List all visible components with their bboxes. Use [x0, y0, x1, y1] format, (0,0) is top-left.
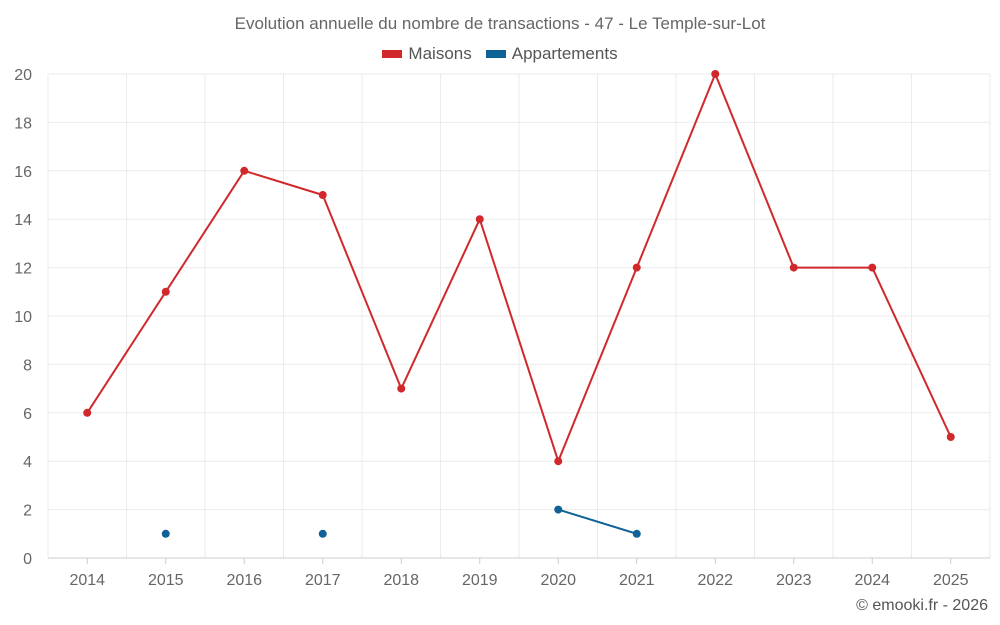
data-point-maisons-2017 [318, 191, 327, 199]
legend: Maisons Appartements [0, 44, 1000, 64]
data-point-maisons-2020 [554, 457, 563, 466]
x-tick-label-2024: 2024 [854, 572, 890, 589]
data-point-appartements-2015 [161, 529, 170, 538]
y-tick-label-12: 12 [14, 261, 32, 278]
x-tick-label-2019: 2019 [462, 572, 498, 589]
legend-item-appartements[interactable]: Appartements [485, 44, 618, 64]
x-tick-label-2017: 2017 [305, 572, 341, 589]
x-tick-label-2014: 2014 [69, 572, 105, 589]
series-line-maisons-2016 [243, 169, 324, 196]
x-tick-label-2018: 2018 [383, 572, 419, 589]
data-point-maisons-2024 [868, 263, 877, 272]
credit-text: © emooki.fr - 2026 [856, 597, 988, 614]
legend-swatch-appartements [485, 50, 506, 58]
data-point-appartements-2017 [318, 529, 327, 538]
data-point-maisons-2016 [240, 166, 249, 175]
series-line-maisons-2024 [871, 267, 952, 438]
legend-label-appartements: Appartements [511, 44, 618, 63]
data-point-appartements-2021 [632, 529, 641, 538]
data-point-maisons-2019 [475, 215, 484, 224]
x-tick-label-2016: 2016 [226, 572, 262, 589]
x-tick-label-2020: 2020 [540, 572, 576, 589]
x-tick-label-2025: 2025 [933, 572, 969, 589]
y-tick-label-10: 10 [14, 309, 32, 326]
legend-item-maisons[interactable]: Maisons [382, 44, 472, 64]
x-tick-label-2015: 2015 [148, 572, 184, 589]
data-point-maisons-2021 [632, 263, 641, 272]
series-line-appartements-2020 [557, 508, 638, 535]
y-tick-label-20: 20 [14, 67, 32, 84]
series-line-maisons-2018 [400, 218, 481, 390]
data-point-maisons-2023 [789, 263, 798, 272]
y-tick-label-0: 0 [23, 551, 32, 568]
series-line-maisons-2022 [714, 73, 795, 268]
y-tick-label-18: 18 [14, 115, 32, 132]
series-line-maisons-2019 [478, 218, 560, 462]
data-point-maisons-2018 [397, 384, 406, 393]
legend-swatch-maisons [382, 50, 403, 58]
series-line-maisons-2020 [557, 267, 638, 462]
series-line-maisons-2017 [321, 194, 403, 389]
y-tick-label-2: 2 [23, 503, 32, 520]
y-tick-label-16: 16 [14, 164, 32, 181]
series-line-maisons-2021 [635, 73, 717, 268]
data-point-maisons-2014 [83, 408, 92, 417]
legend-label-maisons: Maisons [408, 44, 472, 63]
chart-title: Evolution annuelle du nombre de transact… [234, 14, 766, 33]
y-tick-label-4: 4 [23, 454, 32, 471]
data-point-maisons-2022 [711, 70, 720, 78]
data-point-maisons-2015 [161, 287, 170, 296]
y-tick-label-6: 6 [23, 406, 32, 423]
series-line-maisons-2015 [164, 170, 246, 293]
y-tick-label-8: 8 [23, 357, 32, 374]
data-point-maisons-2025 [946, 433, 955, 441]
data-point-appartements-2020 [554, 505, 563, 514]
x-tick-label-2023: 2023 [776, 572, 812, 589]
y-tick-label-14: 14 [14, 212, 32, 229]
x-tick-label-2021: 2021 [619, 572, 655, 589]
x-tick-label-2022: 2022 [697, 572, 733, 589]
series-line-maisons-2014 [86, 291, 167, 414]
